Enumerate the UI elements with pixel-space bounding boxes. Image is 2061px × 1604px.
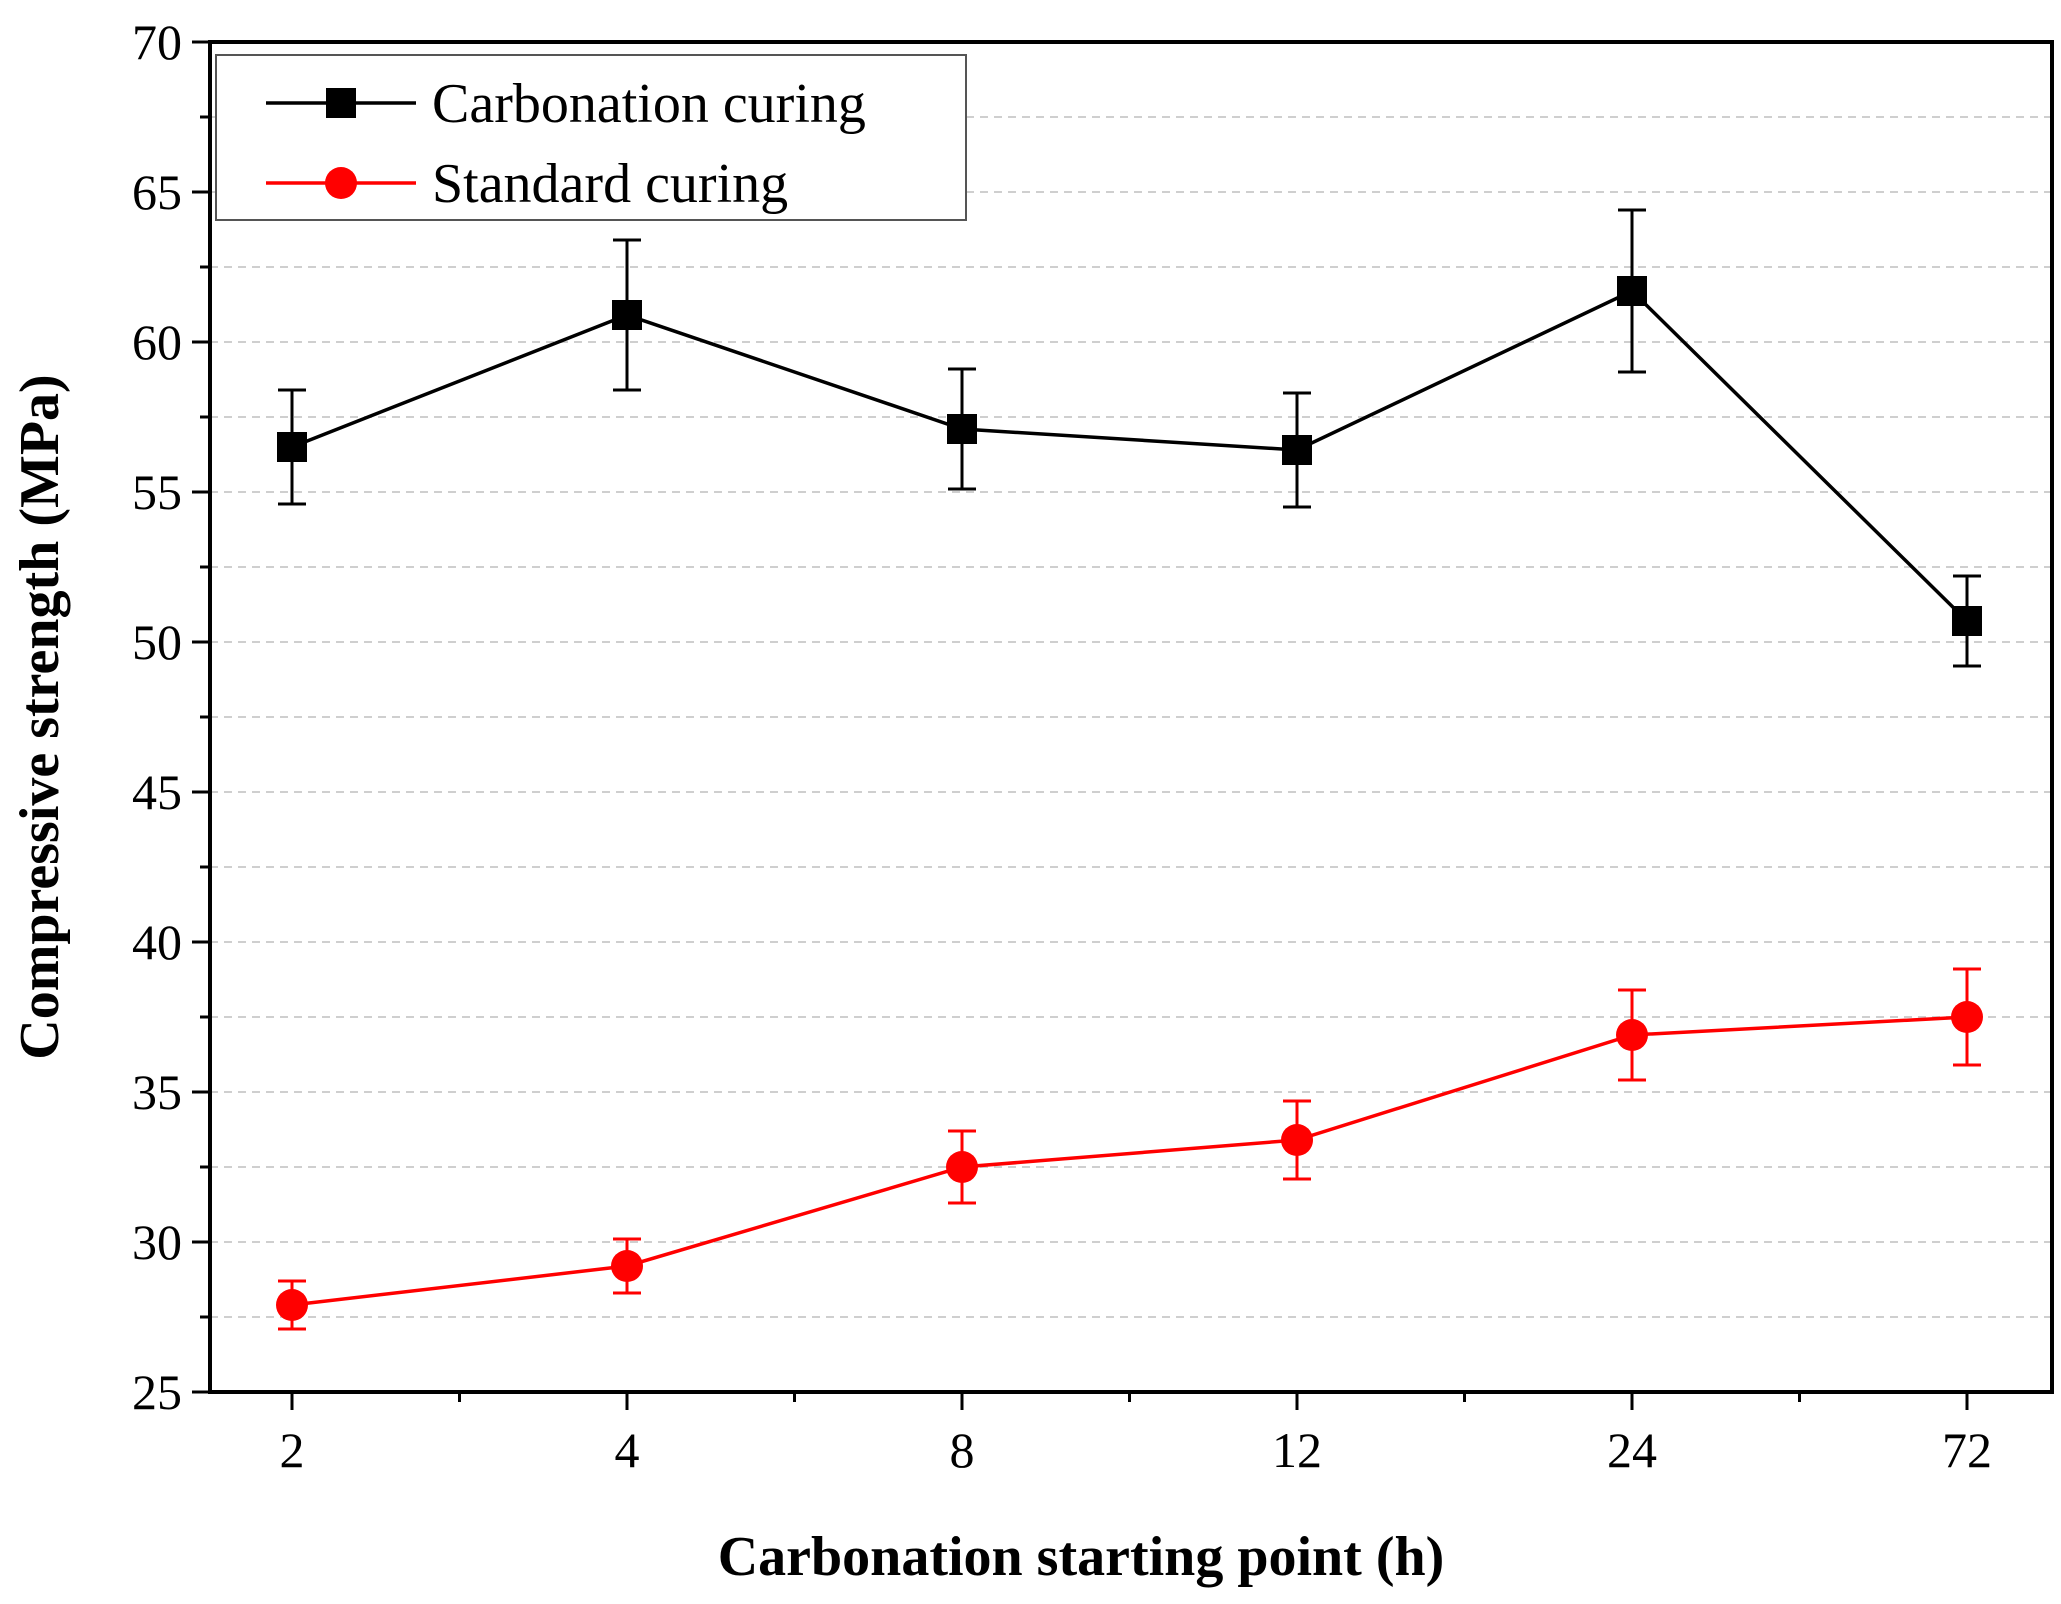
data-point: [612, 300, 642, 330]
x-tick-label: 8: [950, 1422, 975, 1478]
series-line: [291, 1015, 1968, 1307]
series-standard-curing: [276, 967, 1983, 1331]
series-carbonation-curing: [277, 208, 1982, 668]
y-tick-label: 45: [132, 764, 182, 820]
data-point: [947, 414, 977, 444]
legend-marker: [325, 167, 357, 199]
x-tick-label: 72: [1942, 1422, 1992, 1478]
legend-label: Standard curing: [432, 153, 788, 215]
y-tick-label: 60: [132, 314, 182, 370]
data-point: [946, 1151, 978, 1183]
y-tick-label: 70: [132, 14, 182, 70]
series-line: [291, 288, 1969, 623]
legend: Carbonation curing Standard curing: [215, 54, 967, 221]
data-point: [1951, 1001, 1983, 1033]
series-layer: [276, 208, 1983, 1331]
y-tick-label: 50: [132, 614, 182, 670]
data-point: [1952, 606, 1982, 636]
y-tick-label: 30: [132, 1214, 182, 1270]
y-tick-label: 40: [132, 914, 182, 970]
legend-label: Carbonation curing: [432, 73, 866, 135]
data-point: [277, 432, 307, 462]
x-tick-label: 24: [1607, 1422, 1657, 1478]
x-tick-label: 12: [1272, 1422, 1322, 1478]
x-tick-label: 4: [615, 1422, 640, 1478]
data-point: [1616, 1019, 1648, 1051]
y-tick-label: 35: [132, 1064, 182, 1120]
x-tick-label: 2: [280, 1422, 305, 1478]
y-tick-label: 65: [132, 164, 182, 220]
data-point: [1281, 1124, 1313, 1156]
data-point: [1282, 435, 1312, 465]
y-tick-label: 55: [132, 464, 182, 520]
y-tick-label: 25: [132, 1364, 182, 1420]
legend-marker: [326, 88, 356, 118]
data-point: [276, 1289, 308, 1321]
data-point: [1617, 276, 1647, 306]
x-axis-title: Carbonation starting point (h): [718, 1526, 1445, 1588]
y-axis-title: Compressive strength (MPa): [9, 374, 71, 1059]
data-point: [611, 1250, 643, 1282]
